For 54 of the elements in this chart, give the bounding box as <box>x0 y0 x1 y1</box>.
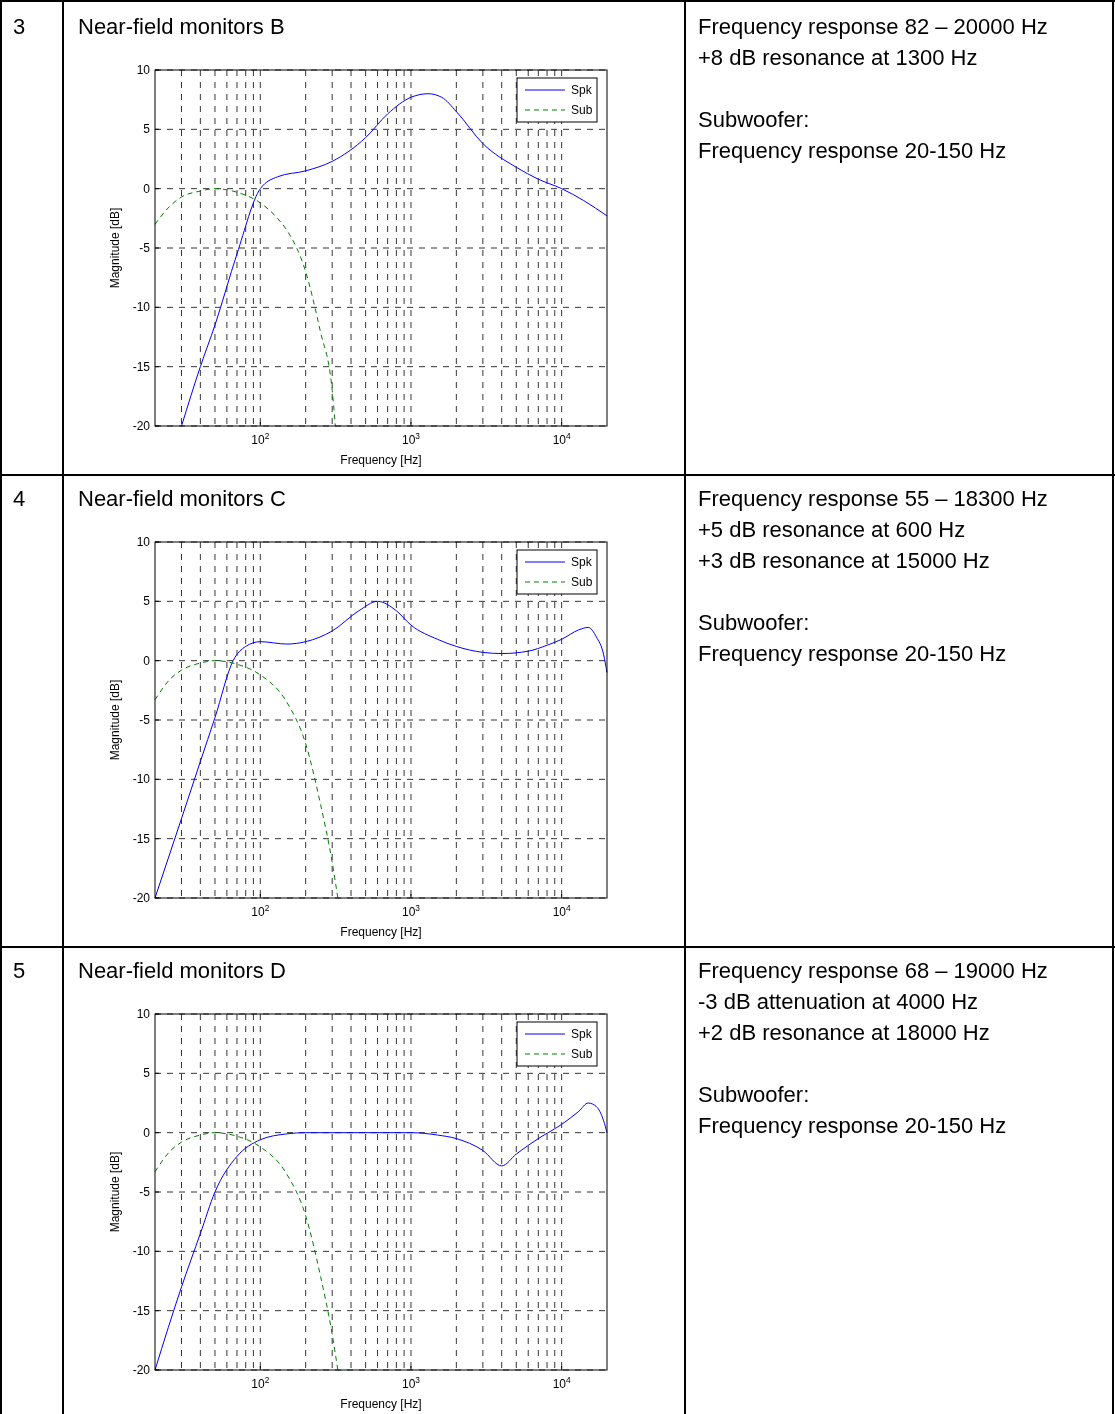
x-axis-title: Frequency [Hz] <box>340 1397 422 1411</box>
legend-label: Sub <box>571 1047 593 1061</box>
y-tick-label: -10 <box>132 1244 151 1259</box>
y-tick-label: -5 <box>139 241 151 255</box>
x-tick-label: 10$^{3}$ <box>401 431 421 447</box>
text: Subwoofer: Frequency response 20-150 Hz <box>698 107 1007 163</box>
text: 3 <box>13 14 26 39</box>
y-tick-label: -5 <box>139 713 151 727</box>
y-tick-label: -15 <box>132 1303 151 1318</box>
y-tick-label: -20 <box>132 891 151 905</box>
x-tick-label: 10$^{2}$ <box>251 903 270 919</box>
y-tick-label: 5 <box>143 122 151 137</box>
text: Frequency response 68 – 19000 Hz -3 dB attenuation at 4000 Hz +2 dB resonance at 18000 Hz <box>698 958 1048 1045</box>
y-tick-label: -5 <box>139 1185 151 1199</box>
legend-label: Sub <box>571 103 593 117</box>
y-tick-label: 0 <box>143 181 151 196</box>
y-axis-title: Magnitude [dB] <box>108 1151 122 1233</box>
text: 5 <box>13 958 26 983</box>
legend-label: Spk <box>571 1027 593 1041</box>
y-tick-label: 5 <box>143 594 151 609</box>
legend-label: Spk <box>571 83 593 97</box>
x-tick-label: 10$^{2}$ <box>251 1375 270 1391</box>
y-tick-label: 10 <box>136 1007 151 1021</box>
text: Subwoofer: Frequency response 20-150 Hz <box>698 610 1007 666</box>
legend-label: Spk <box>571 555 593 569</box>
x-tick-label: 10$^{2}$ <box>251 431 270 447</box>
chart-title: Near-field monitors C <box>78 486 286 511</box>
text: Subwoofer: Frequency response 20-150 Hz <box>698 1082 1007 1138</box>
y-tick-label: 10 <box>136 535 151 549</box>
y-tick-label: -10 <box>132 772 151 787</box>
x-tick-label: 10$^{3}$ <box>401 903 421 919</box>
y-tick-label: 10 <box>136 63 151 77</box>
y-tick-label: 0 <box>143 653 151 668</box>
y-axis-title: Magnitude [dB] <box>108 207 122 289</box>
x-tick-label: 10$^{4}$ <box>552 1375 571 1391</box>
y-tick-label: -20 <box>132 1363 151 1377</box>
x-tick-label: 10$^{4}$ <box>552 903 571 919</box>
y-tick-label: -15 <box>132 359 151 374</box>
x-tick-label: 10$^{4}$ <box>552 431 571 447</box>
x-tick-label: 10$^{3}$ <box>401 1375 421 1391</box>
x-axis-title: Frequency [Hz] <box>340 453 422 467</box>
y-axis-title: Magnitude [dB] <box>108 679 122 761</box>
y-tick-label: -20 <box>132 419 151 433</box>
text: 4 <box>13 486 26 511</box>
chart-title: Near-field monitors B <box>78 14 285 39</box>
text: Frequency response 82 – 20000 Hz +8 dB resonance at 1300 Hz <box>698 14 1048 70</box>
y-tick-label: -10 <box>132 300 151 315</box>
legend-label: Sub <box>571 575 593 589</box>
chart-title: Near-field monitors D <box>78 958 286 983</box>
y-tick-label: 0 <box>143 1125 151 1140</box>
y-tick-label: -15 <box>132 831 151 846</box>
y-tick-label: 5 <box>143 1066 151 1081</box>
text: Frequency response 55 – 18300 Hz +5 dB resonance at 600 Hz +3 dB resonance at 15000 Hz <box>698 486 1048 573</box>
x-axis-title: Frequency [Hz] <box>340 925 422 939</box>
